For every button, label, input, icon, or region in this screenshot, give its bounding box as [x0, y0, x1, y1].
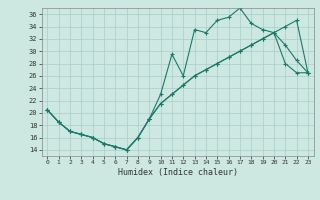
X-axis label: Humidex (Indice chaleur): Humidex (Indice chaleur) — [118, 168, 237, 177]
